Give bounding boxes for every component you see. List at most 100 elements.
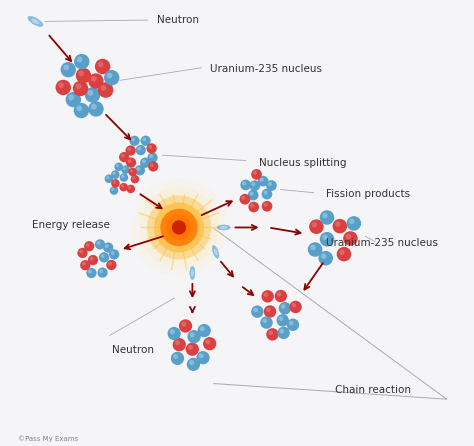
Circle shape (130, 178, 228, 277)
Circle shape (251, 182, 255, 186)
Circle shape (111, 170, 119, 179)
Circle shape (98, 62, 103, 67)
Circle shape (127, 147, 131, 151)
Circle shape (264, 203, 268, 207)
Circle shape (268, 182, 272, 186)
Circle shape (95, 239, 105, 249)
Circle shape (277, 326, 290, 339)
Circle shape (160, 209, 198, 246)
Circle shape (74, 54, 90, 69)
Circle shape (121, 154, 125, 157)
Circle shape (99, 269, 103, 273)
Circle shape (106, 176, 109, 179)
Text: Nucleus splitting: Nucleus splitting (259, 158, 347, 168)
Circle shape (319, 251, 333, 265)
Circle shape (253, 171, 257, 175)
Ellipse shape (190, 266, 195, 280)
Circle shape (111, 179, 120, 188)
Circle shape (88, 255, 98, 265)
Circle shape (78, 70, 84, 76)
Circle shape (249, 180, 260, 191)
Circle shape (251, 306, 264, 318)
Circle shape (128, 168, 137, 176)
Circle shape (103, 243, 113, 253)
Circle shape (137, 167, 140, 171)
Circle shape (264, 292, 268, 297)
Circle shape (239, 194, 250, 205)
Circle shape (121, 175, 124, 178)
Circle shape (264, 190, 267, 194)
Circle shape (250, 203, 254, 207)
Circle shape (170, 329, 175, 334)
Circle shape (281, 304, 285, 309)
Circle shape (73, 81, 88, 96)
Circle shape (129, 136, 140, 146)
Circle shape (84, 241, 94, 252)
Circle shape (310, 245, 316, 250)
Circle shape (333, 219, 347, 233)
Circle shape (200, 326, 205, 331)
Circle shape (277, 292, 282, 297)
Circle shape (116, 164, 119, 167)
Circle shape (140, 157, 150, 168)
Ellipse shape (220, 226, 228, 229)
Circle shape (123, 167, 126, 170)
Circle shape (128, 159, 131, 163)
Circle shape (203, 337, 216, 351)
Circle shape (109, 249, 119, 260)
Ellipse shape (31, 19, 39, 24)
Text: Neutron: Neutron (112, 345, 154, 355)
Circle shape (240, 180, 251, 190)
Circle shape (190, 332, 195, 337)
Circle shape (346, 216, 361, 231)
Circle shape (260, 316, 273, 329)
Circle shape (108, 262, 112, 265)
Circle shape (119, 173, 128, 182)
Circle shape (119, 152, 129, 162)
Circle shape (173, 338, 186, 351)
Circle shape (136, 145, 146, 155)
Circle shape (73, 103, 89, 118)
Circle shape (289, 321, 293, 326)
Circle shape (90, 256, 93, 260)
Circle shape (205, 339, 210, 344)
Circle shape (127, 185, 135, 193)
Circle shape (187, 330, 201, 343)
Circle shape (148, 145, 152, 149)
Circle shape (95, 59, 110, 74)
Circle shape (196, 351, 210, 364)
Circle shape (137, 147, 141, 151)
Circle shape (88, 270, 92, 273)
Circle shape (87, 90, 93, 96)
Circle shape (268, 330, 273, 335)
Circle shape (335, 221, 340, 227)
Circle shape (262, 189, 272, 199)
Circle shape (287, 318, 299, 331)
Circle shape (107, 73, 112, 78)
Circle shape (266, 328, 279, 341)
Circle shape (131, 175, 139, 183)
Circle shape (320, 232, 334, 247)
Circle shape (121, 184, 124, 188)
Circle shape (248, 202, 259, 212)
Circle shape (100, 85, 107, 91)
Circle shape (147, 195, 211, 260)
Circle shape (97, 241, 100, 245)
Circle shape (166, 215, 191, 240)
Circle shape (280, 329, 284, 334)
Circle shape (149, 154, 153, 158)
Circle shape (112, 172, 116, 175)
Circle shape (253, 308, 258, 312)
Text: Fission products: Fission products (326, 189, 410, 199)
Circle shape (150, 163, 154, 167)
Circle shape (322, 235, 328, 240)
Circle shape (105, 244, 109, 248)
Circle shape (242, 182, 246, 186)
Circle shape (109, 186, 118, 195)
Circle shape (320, 210, 334, 225)
Circle shape (308, 242, 322, 257)
Circle shape (86, 268, 97, 278)
Circle shape (289, 301, 302, 313)
Circle shape (131, 137, 135, 141)
Circle shape (346, 234, 351, 239)
